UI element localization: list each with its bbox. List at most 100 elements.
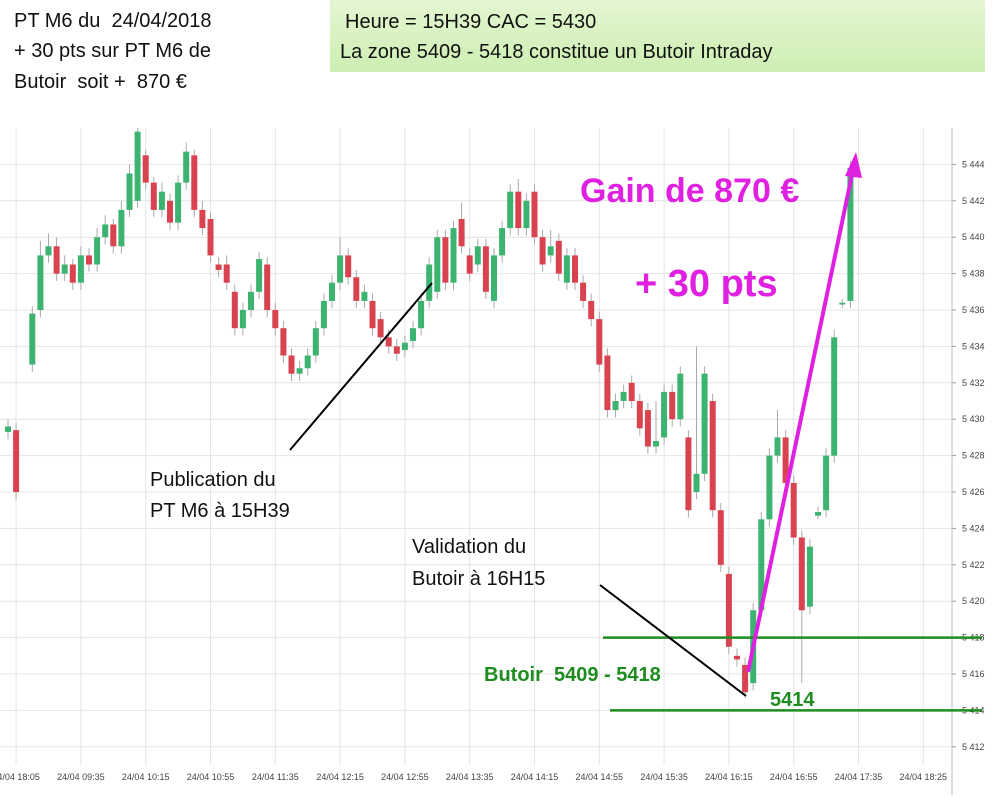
candle-body	[450, 228, 457, 283]
candle-body	[191, 155, 198, 210]
candle-body	[798, 537, 805, 611]
annotation: + 30 pts	[635, 263, 778, 305]
x-tick-label: 24/04 15:35	[640, 772, 688, 782]
candle-body	[709, 401, 716, 511]
candle-body	[393, 346, 400, 354]
header-box	[330, 0, 985, 72]
candle-body	[353, 277, 360, 301]
candle-body	[434, 237, 441, 292]
candle-body	[685, 437, 692, 511]
header-right: Heure = 15H39 CAC = 5430	[345, 11, 596, 33]
candle-body	[5, 426, 11, 432]
y-tick-label: 5 416	[962, 669, 985, 679]
candle-body	[150, 182, 157, 210]
candle-body	[823, 455, 830, 511]
candle-body	[547, 246, 554, 256]
candle-body	[13, 430, 20, 492]
candle-body	[628, 382, 635, 401]
candle-body	[644, 410, 651, 447]
y-tick-label: 5 428	[962, 451, 985, 461]
x-tick-label: 24/04 11:35	[252, 772, 299, 782]
candle-body	[207, 219, 214, 256]
y-tick-label: 5 440	[962, 232, 985, 242]
header-right: La zone 5409 - 5418 constitue un Butoir …	[340, 41, 773, 63]
candle-body	[199, 209, 206, 229]
y-tick-label: 5 422	[962, 560, 985, 570]
candle-body	[158, 191, 165, 210]
x-tick-label: 24/04 17:35	[835, 772, 883, 782]
candle-body	[239, 310, 246, 329]
y-tick-label: 5 426	[962, 487, 985, 497]
candle-body	[555, 240, 562, 274]
x-tick-label: 24/04 12:15	[316, 772, 364, 782]
candle-body	[142, 155, 149, 183]
candle-body	[134, 131, 141, 201]
y-tick-label: 5 442	[962, 196, 985, 206]
candle-body	[304, 355, 311, 369]
candle-body	[69, 264, 76, 283]
x-tick-label: 24/04 16:55	[770, 772, 818, 782]
candle-body	[458, 219, 465, 247]
candle-body	[231, 291, 238, 329]
candle-body	[256, 259, 263, 292]
gain-arrow	[746, 169, 855, 673]
candle-body	[491, 255, 497, 301]
header-left: + 30 pts sur PT M6 de	[14, 40, 211, 62]
candle-body	[742, 664, 749, 693]
candle-body	[288, 355, 295, 374]
candle-body	[653, 441, 659, 447]
candle-body	[482, 246, 489, 292]
candle-body	[45, 246, 52, 256]
candle-body	[539, 237, 546, 265]
candle-body	[717, 510, 724, 565]
candle-body	[401, 342, 408, 351]
y-tick-label: 5 436	[962, 305, 985, 315]
candle-body	[369, 300, 376, 329]
candle-body	[77, 255, 84, 283]
y-tick-label: 5 420	[962, 596, 985, 606]
candle-body	[272, 310, 279, 329]
x-tick-label: 24/04 16:15	[705, 772, 753, 782]
annotation: Butoir 5409 - 5418	[484, 664, 661, 686]
candle-body	[345, 255, 352, 278]
y-tick-label: 5 432	[962, 378, 985, 388]
candle-body	[29, 313, 36, 365]
x-tick-label: 24/04 14:55	[576, 772, 624, 782]
annotation: Validation du	[412, 536, 526, 558]
candle-body	[126, 173, 133, 210]
candle-body	[612, 401, 619, 411]
candle-body	[167, 200, 173, 223]
annotation: Gain de 870 €	[580, 172, 799, 210]
candle-body	[53, 246, 60, 274]
x-tick-label: 24/04 14:15	[511, 772, 559, 782]
candle-body	[766, 455, 773, 520]
candle-body	[774, 437, 781, 456]
pointer-line	[599, 584, 747, 697]
candle-body	[175, 182, 182, 223]
candle-body	[604, 355, 611, 411]
candle-body	[361, 291, 368, 301]
candle-body	[636, 401, 643, 429]
x-tick-label: 24/04 18:25	[900, 772, 948, 782]
candle-body	[86, 255, 92, 265]
arrow-head	[845, 152, 862, 178]
candle-body	[183, 151, 190, 183]
candle-body	[312, 328, 319, 356]
candle-body	[563, 255, 570, 283]
candle-body	[418, 300, 425, 329]
y-tick-label: 5 438	[962, 269, 985, 279]
candle-body	[94, 237, 101, 265]
candle-body	[264, 264, 271, 310]
plot-area	[0, 128, 952, 765]
candle-body	[596, 319, 603, 365]
candle-body	[693, 473, 700, 492]
candle-body	[815, 512, 821, 516]
x-tick-label: 24/04 10:15	[122, 772, 170, 782]
y-tick-label: 5 434	[962, 341, 985, 351]
candle-body	[215, 264, 222, 270]
candle-body	[531, 191, 538, 238]
candle-body	[580, 282, 587, 301]
annotation: 5414	[770, 689, 815, 711]
candle-body	[442, 237, 449, 283]
